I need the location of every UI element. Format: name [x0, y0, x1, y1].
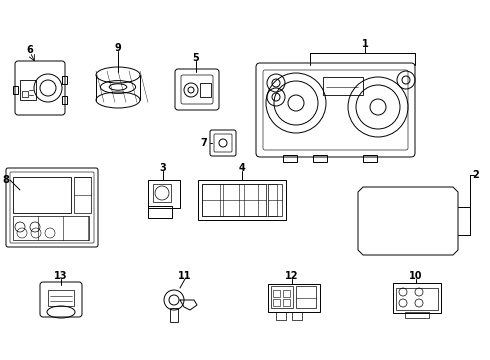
Text: 8: 8	[2, 175, 9, 185]
Text: 6: 6	[26, 45, 33, 55]
Bar	[148, 206, 172, 218]
Text: 2: 2	[473, 170, 479, 180]
Bar	[62, 96, 67, 104]
Bar	[323, 77, 363, 95]
Bar	[13, 86, 18, 94]
Bar	[283, 290, 290, 297]
Bar	[268, 184, 282, 216]
Bar	[296, 286, 316, 308]
Bar	[153, 184, 171, 202]
Bar	[283, 299, 290, 306]
Text: 3: 3	[160, 163, 167, 173]
Text: 5: 5	[193, 53, 199, 63]
Bar	[292, 312, 302, 320]
Bar	[48, 290, 74, 306]
Text: 7: 7	[200, 138, 207, 148]
Bar	[20, 80, 36, 100]
Bar	[202, 184, 277, 216]
Bar	[170, 308, 178, 322]
Bar	[313, 155, 327, 162]
Text: 11: 11	[178, 271, 192, 281]
Bar	[283, 155, 297, 162]
Bar	[273, 299, 280, 306]
Bar	[198, 180, 286, 220]
Bar	[148, 180, 180, 208]
Text: 12: 12	[285, 271, 299, 281]
Bar	[271, 286, 293, 308]
Bar	[273, 290, 280, 297]
Bar	[396, 288, 438, 310]
Bar	[363, 155, 377, 162]
Bar	[74, 177, 91, 213]
Text: 9: 9	[115, 43, 122, 53]
Text: 1: 1	[362, 39, 368, 49]
Bar	[268, 284, 320, 312]
Bar	[22, 91, 28, 97]
Text: 13: 13	[54, 271, 68, 281]
Bar	[13, 177, 71, 213]
Text: 4: 4	[239, 163, 245, 173]
Text: 10: 10	[409, 271, 423, 281]
Bar	[200, 83, 211, 97]
Bar	[13, 216, 89, 240]
Bar	[202, 184, 266, 216]
Bar	[276, 312, 286, 320]
Bar	[393, 283, 441, 313]
Bar	[62, 76, 67, 84]
Bar	[405, 312, 429, 318]
